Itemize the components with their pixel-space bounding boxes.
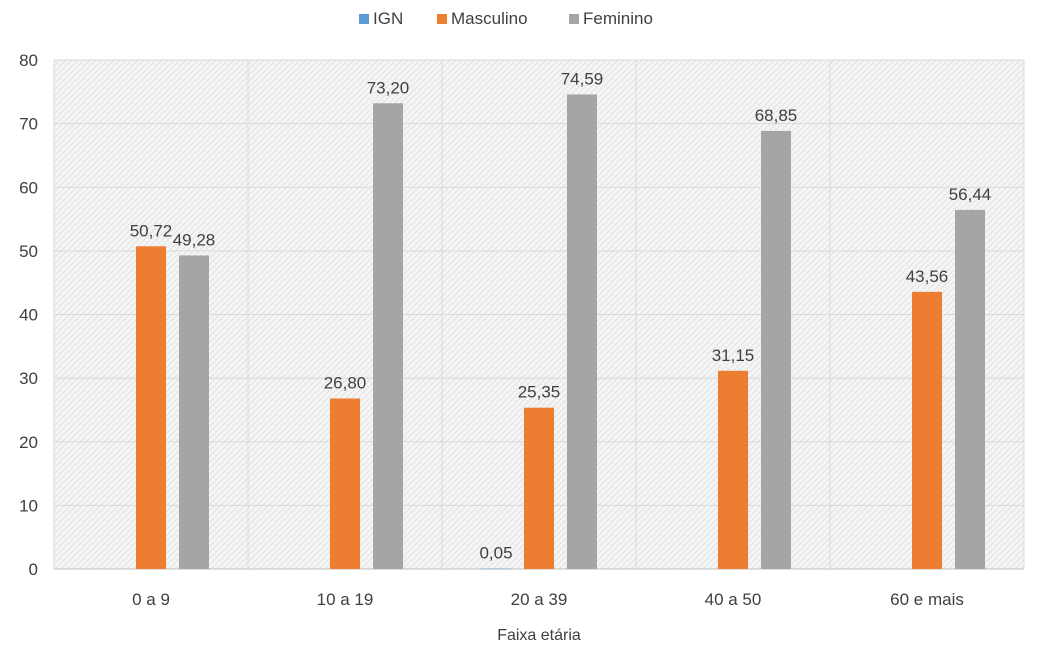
y-tick-label: 0	[29, 560, 38, 579]
y-tick-label: 70	[19, 115, 38, 134]
y-tick-label: 30	[19, 369, 38, 388]
bar-masculino-3	[718, 370, 748, 569]
bar-feminino-0	[179, 255, 209, 569]
bars	[136, 94, 985, 570]
bar-feminino-4	[955, 209, 985, 569]
y-tick-label: 20	[19, 433, 38, 452]
data-label: 25,35	[518, 383, 561, 402]
data-label: 31,15	[712, 346, 755, 365]
data-label: 68,85	[755, 106, 798, 125]
bar-masculino-4	[912, 291, 942, 569]
legend-label-feminino: Feminino	[583, 9, 653, 28]
data-label: 49,28	[173, 230, 216, 249]
legend-swatch-masculino	[437, 14, 447, 24]
bar-masculino-0	[136, 246, 166, 569]
data-label: 50,72	[130, 221, 173, 240]
x-tick-label: 60 e mais	[890, 590, 964, 609]
bar-feminino-3	[761, 130, 791, 569]
legend-swatch-feminino	[569, 14, 579, 24]
y-tick-label: 80	[19, 51, 38, 70]
legend: IGN Masculino Feminino	[359, 9, 653, 28]
bar-ign-2	[481, 568, 511, 570]
data-label: 56,44	[949, 185, 992, 204]
bar-feminino-2	[567, 94, 597, 569]
y-tick-label: 60	[19, 178, 38, 197]
bar-masculino-2	[524, 407, 554, 569]
x-axis-tick-labels: 0 a 9 10 a 19 20 a 39 40 a 50 60 e mais	[132, 590, 964, 609]
data-label: 26,80	[324, 373, 367, 392]
y-tick-label: 10	[19, 496, 38, 515]
x-axis-title: Faixa etária	[497, 627, 581, 644]
y-tick-label: 50	[19, 242, 38, 261]
data-label: 0,05	[479, 544, 512, 563]
data-label: 43,56	[906, 267, 949, 286]
data-label: 73,20	[367, 78, 410, 97]
y-axis-tick-labels: 0 10 20 30 40 50 60 70 80	[19, 51, 38, 579]
x-tick-label: 20 a 39	[511, 590, 568, 609]
bar-feminino-1	[373, 103, 403, 569]
data-labels: 50,72 49,28 26,80 73,20 0,05 25,35 74,59 31,15 6…	[130, 69, 992, 562]
y-tick-label: 40	[19, 306, 38, 325]
x-tick-label: 10 a 19	[317, 590, 374, 609]
legend-label-masculino: Masculino	[451, 9, 528, 28]
bar-masculino-1	[330, 398, 360, 569]
x-tick-label: 0 a 9	[132, 590, 170, 609]
x-tick-label: 40 a 50	[705, 590, 762, 609]
legend-label-ign: IGN	[373, 9, 403, 28]
data-label: 74,59	[561, 69, 604, 88]
legend-swatch-ign	[359, 14, 369, 24]
